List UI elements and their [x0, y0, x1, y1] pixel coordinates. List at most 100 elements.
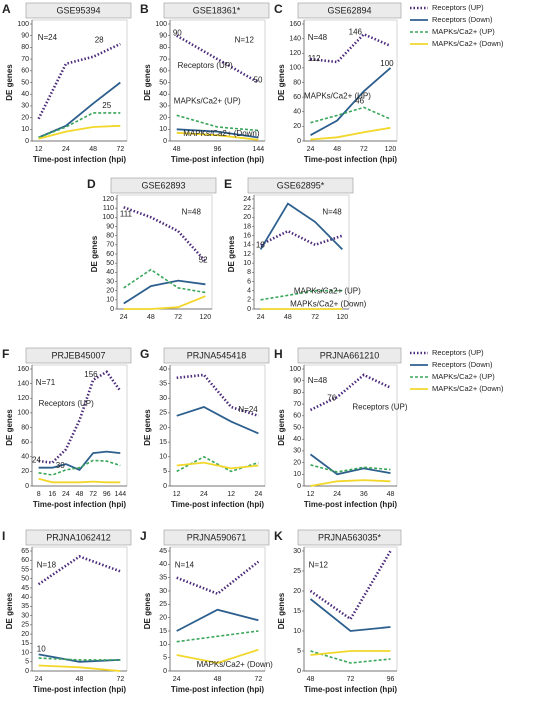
x-tick-label: 144 — [253, 146, 265, 153]
y-tick-label: 25 — [293, 568, 301, 575]
y-tick-label: 35 — [159, 380, 167, 387]
y-tick-label: 20 — [293, 459, 301, 466]
y-tick-label: 24 — [243, 196, 251, 203]
x-axis-label: Time-post infection (hpi) — [304, 500, 398, 509]
x-tick-label: 120 — [200, 314, 212, 321]
y-tick-label: 80 — [159, 44, 167, 51]
y-tick-label: 90 — [293, 378, 301, 385]
series-line — [310, 650, 391, 664]
panel-letter: G — [140, 347, 149, 361]
panel-title: GSE18361* — [193, 5, 241, 15]
y-tick-label: 55 — [21, 566, 29, 573]
series-line — [260, 229, 343, 247]
plot-frame — [169, 364, 266, 487]
x-tick-label: 12 — [173, 491, 181, 498]
title-box — [25, 529, 132, 546]
panel-letter: B — [140, 2, 149, 16]
y-tick-label: 2 — [247, 297, 251, 304]
x-tick-label: 12 — [227, 491, 235, 498]
y-tick-label: 0 — [25, 483, 29, 490]
series-line — [310, 650, 391, 656]
x-axis-label: Time-post infection (hpi) — [171, 500, 265, 509]
series-line — [38, 657, 121, 661]
legend: Receptors (UP) Receptors (Down) MAPKs/Ca2+… — [410, 3, 504, 48]
x-tick-label: 12 — [35, 146, 43, 153]
x-tick-label: 48 — [333, 146, 341, 153]
annotation: N=12 — [309, 561, 329, 570]
y-tick-label: 10 — [159, 454, 167, 461]
y-tick-label: 30 — [21, 103, 29, 110]
y-tick-label: 45 — [159, 548, 167, 555]
y-tick-label: 10 — [159, 126, 167, 133]
annotation: 50 — [254, 75, 263, 84]
annotation: MAPKs/Ca2+ (UP) — [174, 96, 241, 105]
y-tick-label: 22 — [243, 205, 251, 212]
series-line — [310, 106, 391, 124]
x-tick-label: 16 — [48, 491, 56, 498]
x-tick-label: 144 — [115, 491, 127, 498]
series-line — [38, 112, 121, 139]
title-box — [163, 529, 270, 546]
series-line — [176, 131, 259, 141]
panel: K PRJNA563035* 0 5 10 15 20 25 30 48 72 96 DE genes T… — [274, 529, 402, 694]
y-tick-label: 10 — [106, 297, 114, 304]
series-line — [38, 664, 121, 672]
y-tick-label: 15 — [159, 628, 167, 635]
x-tick-label: 48 — [173, 146, 181, 153]
y-tick-label: 4 — [247, 288, 251, 295]
y-tick-label: 0 — [163, 138, 167, 145]
title-box — [247, 177, 354, 194]
y-tick-label: 80 — [21, 44, 29, 51]
annotation: MAPKs/Ca2+ (Down) — [197, 660, 274, 669]
annotation: 112 — [308, 54, 321, 63]
x-tick-label: 48 — [214, 676, 222, 683]
panel: J PRJNA590671 0 5 10 15 20 25 30 35 40 45 24 48 72 DE g… — [140, 529, 273, 694]
x-tick-label: 24 — [307, 146, 315, 153]
y-tick-label: 30 — [293, 548, 301, 555]
y-tick-label: 10 — [293, 628, 301, 635]
y-tick-label: 40 — [159, 91, 167, 98]
annotation: MAPKs/Ca2+ (Down) — [183, 129, 260, 138]
x-tick-label: 72 — [116, 676, 124, 683]
y-axis-label: DE genes — [5, 409, 14, 446]
legend-label: MAPKs/Ca2+ (Down) — [432, 39, 504, 48]
y-tick-label: 45 — [21, 585, 29, 592]
panel: B GSE18361* 0 10 20 30 40 50 60 70 80 90 100 48 96 144 D… — [140, 2, 270, 164]
panel-letter: E — [224, 177, 232, 191]
x-tick-label: 24 — [62, 491, 70, 498]
y-tick-label: 12 — [243, 251, 251, 258]
x-axis-label: Time-post infection (hpi) — [171, 155, 265, 164]
annotation: Receptors (UP) — [39, 399, 94, 408]
legend-label: Receptors (UP) — [432, 3, 484, 12]
x-tick-label: 24 — [333, 491, 341, 498]
y-axis-label: DE genes — [277, 64, 286, 101]
y-tick-label: 140 — [289, 35, 301, 42]
x-tick-label: 24 — [254, 491, 262, 498]
series-line — [176, 128, 259, 139]
y-tick-label: 0 — [25, 138, 29, 145]
legend-label: MAPKs/Ca2+ (UP) — [432, 27, 495, 36]
title-box — [25, 2, 132, 19]
y-axis-label: DE genes — [277, 592, 286, 629]
annotation: MAPKs/Ca2+ (UP) — [294, 287, 361, 296]
y-tick-label: 70 — [293, 401, 301, 408]
panel: F PRJEB45007 0 20 40 60 80 100 120 140 160 8 16 24 48 7… — [2, 347, 132, 509]
x-tick-label: 48 — [387, 491, 395, 498]
annotation: Receptors (UP) — [178, 61, 233, 70]
series-line — [176, 560, 260, 596]
y-tick-label: 100 — [17, 21, 29, 28]
panel-letter: K — [274, 529, 283, 543]
x-axis-label: Time-post infection (hpi) — [33, 685, 127, 694]
annotation: N=71 — [36, 378, 56, 387]
y-tick-label: 20 — [21, 114, 29, 121]
title-box — [297, 2, 402, 19]
x-tick-label: 72 — [311, 314, 319, 321]
y-tick-label: 100 — [289, 65, 301, 72]
series-line — [176, 114, 259, 132]
series-line — [38, 459, 121, 476]
panel-letter: H — [274, 347, 283, 361]
y-tick-label: 40 — [159, 366, 167, 373]
